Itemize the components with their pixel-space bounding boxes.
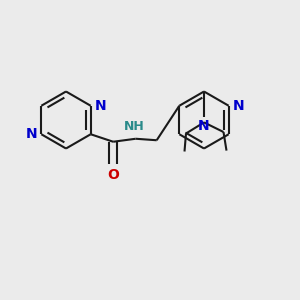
Text: N: N — [26, 127, 38, 141]
Text: NH: NH — [124, 120, 145, 133]
Text: O: O — [107, 168, 119, 182]
Text: N: N — [198, 119, 210, 134]
Text: N: N — [94, 99, 106, 113]
Text: N: N — [232, 99, 244, 113]
